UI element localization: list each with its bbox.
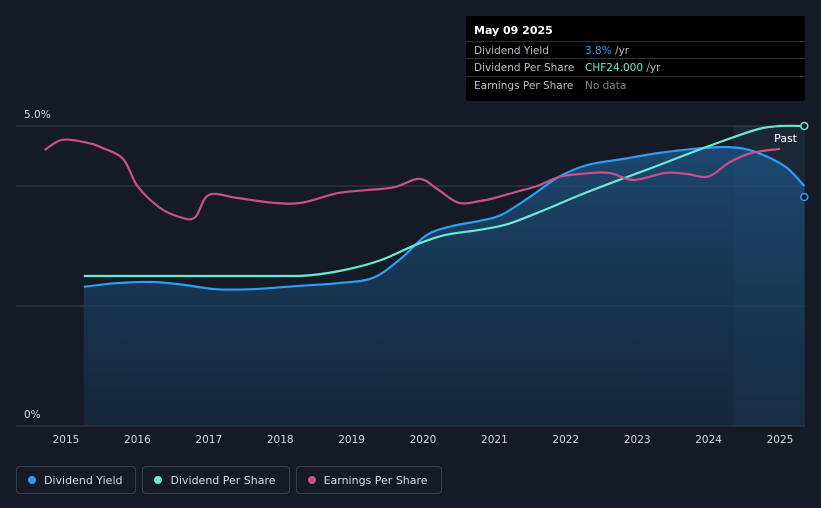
- x-tick-label: 2020: [410, 434, 437, 446]
- legend: Dividend Yield Dividend Per Share Earnin…: [16, 466, 442, 494]
- past-label: Past: [774, 132, 798, 145]
- earnings-per-share-line: [43, 138, 781, 221]
- tooltip-date: May 09 2025: [474, 24, 553, 37]
- legend-dot-icon: [307, 476, 316, 484]
- x-tick-label: 2016: [124, 434, 151, 446]
- dividend-yield-line: [83, 145, 806, 291]
- x-tick-label: 2018: [267, 434, 294, 446]
- dividend-per-share-line: [83, 124, 805, 278]
- tooltip-unit: /yr: [611, 45, 630, 57]
- tooltip-row-earnings-per-share: Earnings Per Share No data: [466, 76, 805, 95]
- x-tick-label: 2015: [53, 434, 80, 446]
- x-tick-label: 2017: [195, 434, 222, 446]
- legend-item-earnings-per-share[interactable]: Earnings Per Share: [295, 466, 442, 494]
- y-tick-label: 5.0%: [24, 109, 51, 121]
- x-tick-label: 2023: [624, 434, 651, 446]
- dividend-per-share-end-marker: [800, 121, 809, 131]
- x-tick-label: 2021: [481, 434, 508, 446]
- area-layer: [83, 147, 805, 426]
- legend-item-dividend-yield[interactable]: Dividend Yield: [16, 466, 137, 494]
- x-tick-label: 2019: [338, 434, 365, 446]
- legend-label: Earnings Per Share: [323, 473, 428, 487]
- dividend-yield-area: [83, 147, 805, 426]
- axis-ticks: 5.0% 0% 2015 2016 2017 2018 2019 2020 2021 2022 20…: [24, 109, 793, 446]
- tooltip: May 09 2025 Dividend Yield 3.8% /yr Divi…: [466, 16, 805, 101]
- series-lines: [43, 121, 809, 291]
- tooltip-row-dividend-yield: Dividend Yield 3.8% /yr: [466, 41, 805, 60]
- legend-dot-icon: [154, 476, 163, 484]
- tooltip-row-dividend-per-share: Dividend Per Share CHF24.000 /yr: [466, 58, 805, 77]
- tooltip-unit: /yr: [643, 62, 661, 74]
- legend-dot-icon: [28, 476, 36, 484]
- tooltip-value: No data: [585, 80, 626, 92]
- x-tick-label: 2022: [552, 434, 579, 446]
- legend-label: Dividend Yield: [44, 473, 123, 487]
- tooltip-value-number: CHF24.000: [585, 62, 644, 74]
- legend-item-dividend-per-share[interactable]: Dividend Per Share: [142, 466, 290, 494]
- legend-label: Dividend Per Share: [170, 473, 276, 487]
- tooltip-value-number: No data: [585, 80, 627, 92]
- y-tick-label: 0%: [24, 409, 41, 421]
- dividend-yield-end-marker: [800, 192, 809, 202]
- x-tick-label: 2024: [695, 434, 722, 446]
- tooltip-value-number: 3.8%: [585, 45, 612, 57]
- tooltip-value: CHF24.000 /yr: [585, 62, 660, 74]
- tooltip-label: Earnings Per Share: [474, 80, 574, 92]
- x-tick-label: 2025: [767, 434, 794, 446]
- tooltip-label: Dividend Yield: [474, 45, 549, 57]
- tooltip-label: Dividend Per Share: [474, 62, 575, 74]
- tooltip-value: 3.8% /yr: [585, 45, 629, 57]
